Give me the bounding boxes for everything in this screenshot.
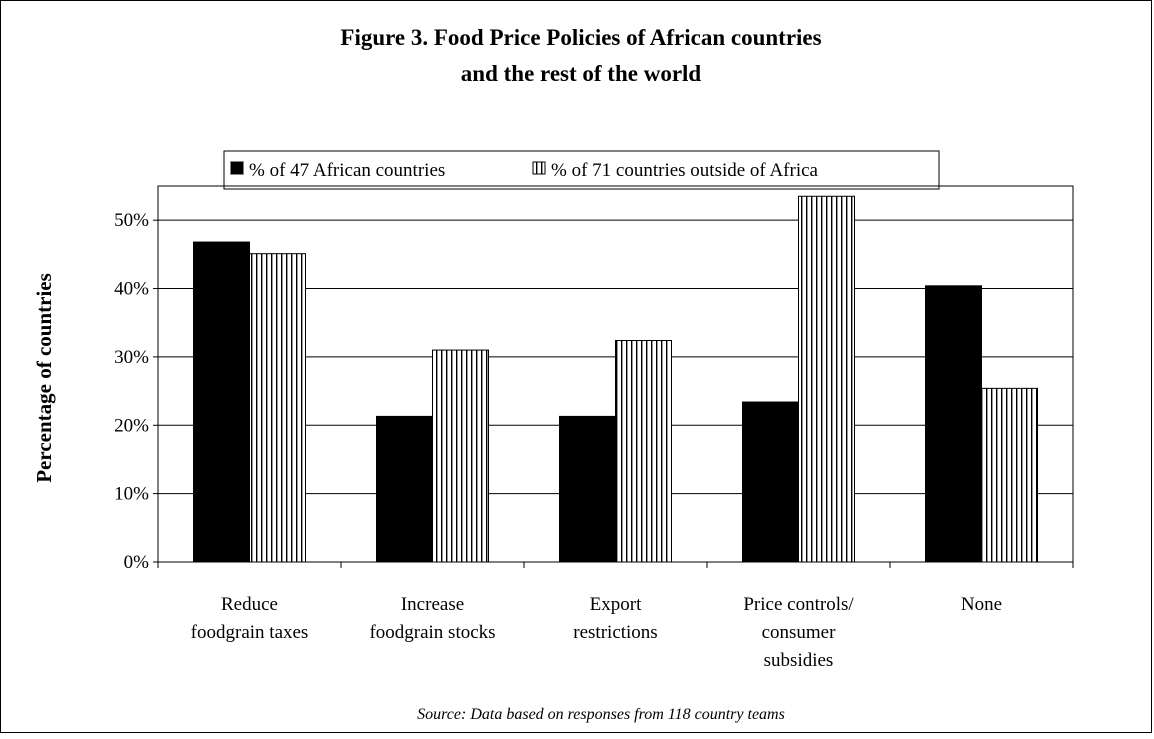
bars	[193, 195, 1038, 563]
x-category-label: consumer	[762, 622, 837, 643]
x-category-label: None	[961, 594, 1002, 615]
bar-african	[559, 415, 616, 563]
x-axis-categories: Reduce foodgrain taxes Increase foodgrain s…	[157, 562, 1074, 671]
plot-area	[157, 185, 1074, 563]
x-category-label: Export	[590, 594, 642, 615]
y-tick-label: 50%	[114, 210, 149, 231]
legend-box	[223, 150, 940, 190]
legend-swatch-outside-africa	[532, 161, 546, 175]
bar-outside-africa	[981, 387, 1038, 563]
bar-outside-africa	[249, 253, 306, 563]
chart-title-line-1: Figure 3. Food Price Policies of African…	[340, 25, 821, 50]
legend-swatch-african	[230, 161, 244, 175]
bar-outside-africa	[615, 340, 672, 563]
y-tick-label: 0%	[124, 552, 150, 573]
y-tick-label: 40%	[114, 279, 149, 300]
x-category-label: restrictions	[573, 622, 657, 643]
bar-african	[376, 415, 433, 563]
bar-african	[742, 401, 799, 563]
y-axis-label: Percentage of countries	[32, 273, 56, 483]
legend: % of 47 African countries % of 71 countr…	[223, 150, 940, 190]
x-category-label: Price controls/	[743, 594, 854, 615]
x-category-label: foodgrain taxes	[191, 622, 309, 643]
y-tick-label: 30%	[114, 347, 149, 368]
source-note: Source: Data based on responses from 118…	[417, 706, 785, 723]
chart-title-line-2: and the rest of the world	[461, 61, 702, 86]
x-category-label: foodgrain stocks	[369, 622, 495, 643]
bar-outside-africa	[798, 195, 855, 563]
y-tick-label: 20%	[114, 415, 149, 436]
y-axis-ticks: 0% 10% 20% 30% 40% 50%	[114, 210, 158, 573]
x-category-label: subsidies	[764, 650, 834, 671]
bar-african	[193, 241, 250, 563]
bar-african	[925, 285, 982, 563]
bar-outside-africa	[432, 349, 489, 563]
x-category-label: Increase	[401, 594, 464, 615]
legend-label-outside-africa: % of 71 countries outside of Africa	[551, 160, 819, 181]
legend-label-african: % of 47 African countries	[249, 160, 445, 181]
y-tick-label: 10%	[114, 484, 149, 505]
x-category-label: Reduce	[221, 594, 278, 615]
